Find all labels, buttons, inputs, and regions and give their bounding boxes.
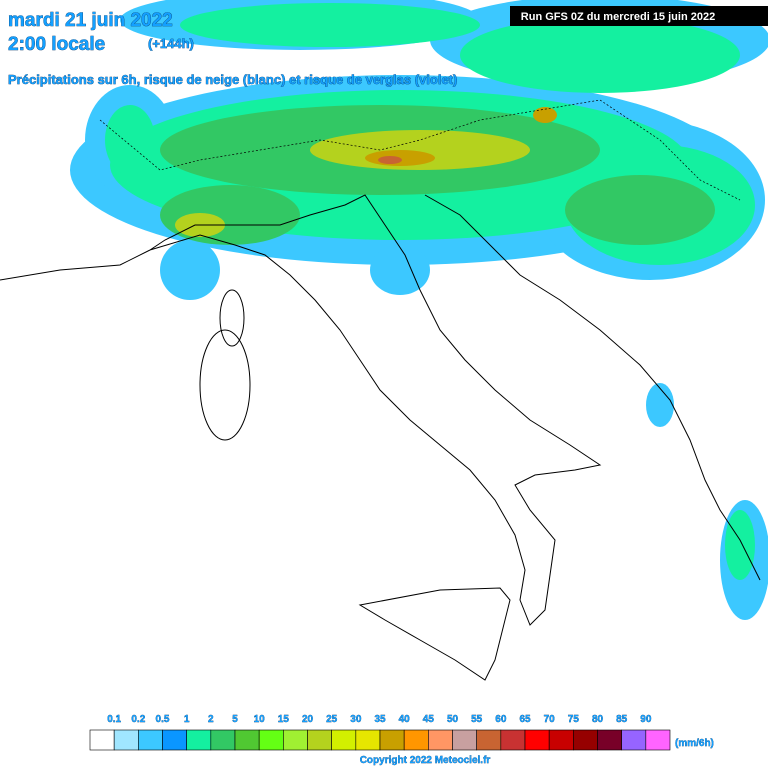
borders — [99, 99, 741, 201]
balkan-coast — [424, 194, 761, 581]
legend-swatch — [597, 729, 622, 751]
legend-label: 40 — [399, 714, 411, 725]
lead-time: (+144h) — [148, 36, 194, 51]
time: 2:00 locale — [8, 34, 105, 55]
legend-label: 45 — [423, 714, 435, 725]
legend-swatch — [89, 729, 115, 751]
legend-swatch — [428, 729, 453, 751]
legend-label: 50 — [447, 714, 459, 725]
legend-label: 0.2 — [131, 714, 145, 725]
legend-label: 15 — [278, 714, 290, 725]
legend-label: 30 — [350, 714, 362, 725]
legend-label: 70 — [544, 714, 556, 725]
legend-swatch — [476, 729, 502, 751]
legend-label: 90 — [640, 714, 652, 725]
legend-swatch — [452, 729, 477, 751]
copyright: Copyright 2022 Meteociel.fr — [360, 755, 491, 766]
legend-label: 10 — [254, 714, 266, 725]
legend-swatch — [186, 729, 212, 751]
legend-swatch — [621, 729, 647, 751]
sardinia — [199, 329, 251, 441]
run-box — [510, 6, 768, 26]
legend-label: 85 — [616, 714, 628, 725]
legend-swatch — [573, 729, 598, 751]
legend-swatch — [403, 729, 429, 751]
legend-unit: (mm/6h) — [675, 738, 714, 749]
legend-swatch — [138, 729, 163, 751]
legend-label: 2 — [208, 714, 214, 725]
france-coast — [0, 249, 151, 281]
legend-label: 55 — [471, 714, 483, 725]
subtitle: Précipitations sur 6h, risque de neige (… — [8, 72, 457, 87]
legend-swatch — [331, 729, 357, 751]
legend-label: 0.5 — [156, 714, 170, 725]
legend-swatch — [113, 729, 139, 751]
run-info: Run GFS 0Z du mercredi 15 juin 2022 — [521, 11, 715, 23]
legend-label: 1 — [184, 714, 190, 725]
legend-label: 0.1 — [107, 714, 121, 725]
legend-swatch — [162, 729, 187, 751]
legend-swatch — [500, 729, 526, 751]
legend: 0.1 0.2 0.5 1 2 5 10 15 20 25 30 35 40 45 50 55 60 65 70 75… — [89, 714, 671, 751]
legend-swatch — [379, 729, 405, 751]
legend-swatch — [548, 729, 574, 751]
legend-swatch — [355, 729, 381, 751]
legend-label: 75 — [568, 714, 580, 725]
date: mardi 21 juin 2022 — [8, 10, 173, 31]
sicily — [358, 587, 511, 681]
legend-label: 80 — [592, 714, 604, 725]
legend-swatch — [283, 729, 308, 751]
corsica — [219, 289, 245, 347]
coastlines — [0, 99, 761, 681]
legend-label: 5 — [232, 714, 238, 725]
legend-swatch — [210, 729, 236, 751]
legend-swatch — [524, 729, 550, 751]
legend-label: 25 — [326, 714, 338, 725]
legend-label: 65 — [519, 714, 531, 725]
legend-label: 60 — [495, 714, 507, 725]
legend-label: 20 — [302, 714, 314, 725]
legend-swatch — [307, 729, 332, 751]
legend-swatch — [234, 729, 260, 751]
legend-swatch — [258, 729, 284, 751]
italy-coast — [149, 194, 602, 626]
legend-label: 35 — [374, 714, 386, 725]
legend-swatch — [645, 729, 671, 751]
